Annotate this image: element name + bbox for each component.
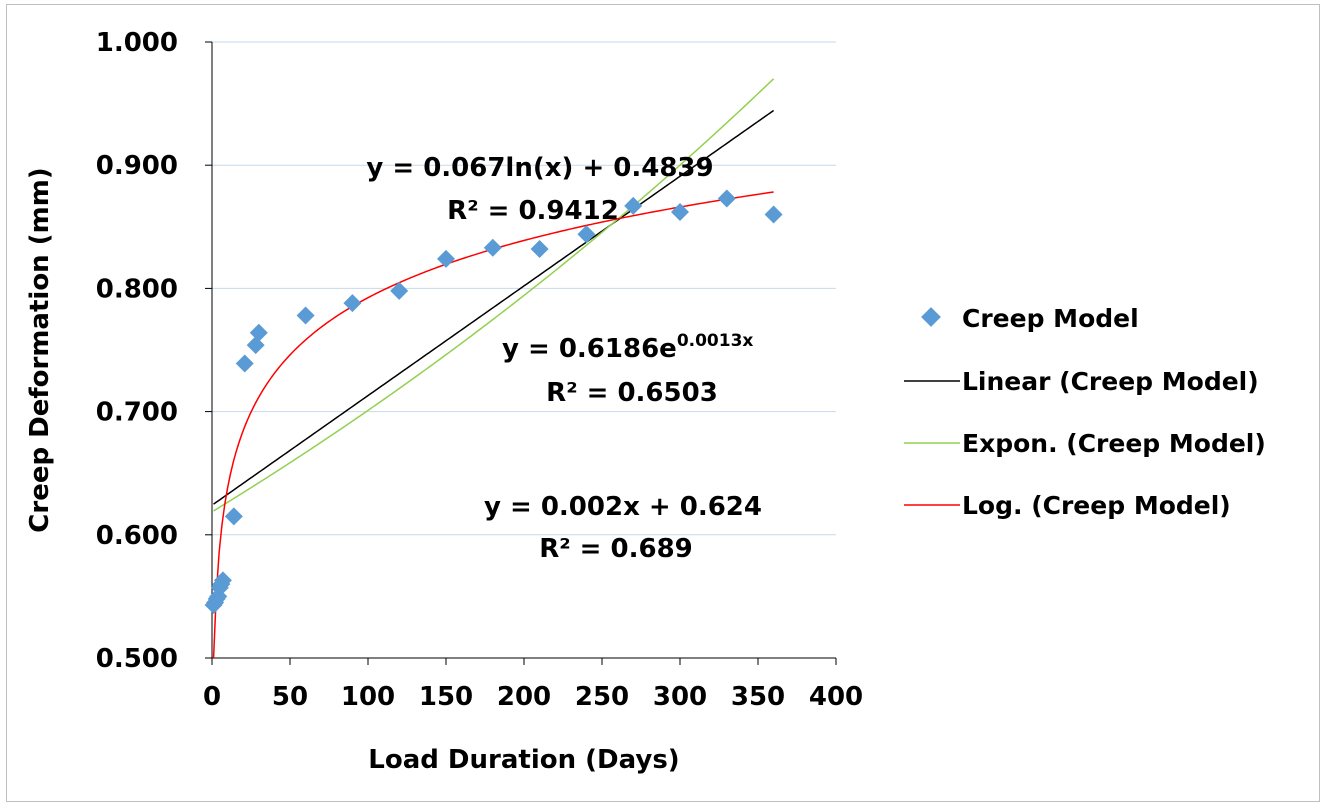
y-tick-label: 1.000 (96, 28, 178, 58)
expon-equation-label: y = 0.6186e0.0013x (502, 331, 753, 364)
x-tick-label: 400 (809, 682, 863, 712)
data-point-diamond (764, 205, 783, 224)
data-point-diamond (213, 571, 232, 590)
chart-frame (6, 4, 1320, 802)
legend-item-linear: Linear (Creep Model) (904, 367, 1259, 396)
x-tick-label: 300 (653, 682, 707, 712)
legend-label-creep-model: Creep Model (962, 304, 1139, 333)
x-axis-title: Load Duration (Days) (368, 745, 679, 775)
data-point-diamond (671, 203, 689, 222)
data-point-diamond (235, 354, 254, 373)
legend-label-expon: Expon. (Creep Model) (962, 429, 1266, 458)
expon-r2-label: R² = 0.6503 (546, 378, 718, 408)
data-point-diamond (577, 225, 596, 244)
axes (205, 41, 837, 665)
data-point-diamond (437, 249, 455, 268)
legend-label-linear: Linear (Creep Model) (962, 367, 1259, 396)
linear-equation-label: y = 0.002x + 0.624 (484, 492, 762, 522)
data-point-diamond (530, 239, 549, 258)
legend: Creep Model Linear (Creep Model) Expon. … (904, 304, 1266, 520)
linear-r2-label: R² = 0.689 (539, 534, 693, 564)
legend-marker-diamond (921, 307, 941, 327)
x-tick-label: 50 (272, 682, 308, 712)
logarithmic-trendline (212, 191, 774, 659)
x-tick-label: 0 (203, 682, 221, 712)
tick-labels: 0.500 0.600 0.700 0.800 0.900 1.000 0 50 100 150 2… (96, 28, 863, 712)
legend-label-log: Log. (Creep Model) (962, 491, 1231, 520)
y-tick-label: 0.700 (96, 398, 178, 428)
data-point-diamond (224, 507, 243, 526)
data-point-diamond (390, 281, 409, 300)
x-tick-label: 250 (575, 682, 629, 712)
y-tick-label: 0.500 (96, 644, 178, 674)
x-tick-label: 150 (419, 682, 473, 712)
legend-item-expon: Expon. (Creep Model) (904, 429, 1266, 458)
x-tick-label: 100 (341, 682, 395, 712)
grid-lines (212, 41, 836, 536)
expon-equation-base: y = 0.6186e (502, 334, 677, 364)
y-axis-title: Creep Deformation (mm) (25, 167, 55, 532)
data-point-diamond (249, 323, 268, 342)
linear-trendline (213, 109, 775, 505)
y-tick-label: 0.900 (96, 151, 178, 181)
data-points (204, 189, 783, 615)
y-tick-label: 0.800 (96, 274, 178, 304)
legend-item-log: Log. (Creep Model) (904, 491, 1231, 520)
exponential-trendline (213, 78, 775, 512)
data-point-diamond (343, 294, 362, 313)
log-r2-label: R² = 0.9412 (447, 196, 619, 226)
data-point-diamond (246, 336, 265, 355)
data-point-diamond (624, 196, 643, 215)
data-point-diamond (717, 189, 736, 208)
x-tick-label: 350 (731, 682, 785, 712)
data-point-diamond (483, 238, 502, 257)
expon-equation-exponent: 0.0013x (677, 331, 754, 351)
legend-item-creep-model: Creep Model (921, 304, 1139, 333)
data-point-diamond (296, 306, 315, 325)
x-tick-label: 200 (497, 682, 551, 712)
log-equation-label: y = 0.067ln(x) + 0.4839 (366, 153, 713, 183)
y-tick-label: 0.600 (96, 521, 178, 551)
